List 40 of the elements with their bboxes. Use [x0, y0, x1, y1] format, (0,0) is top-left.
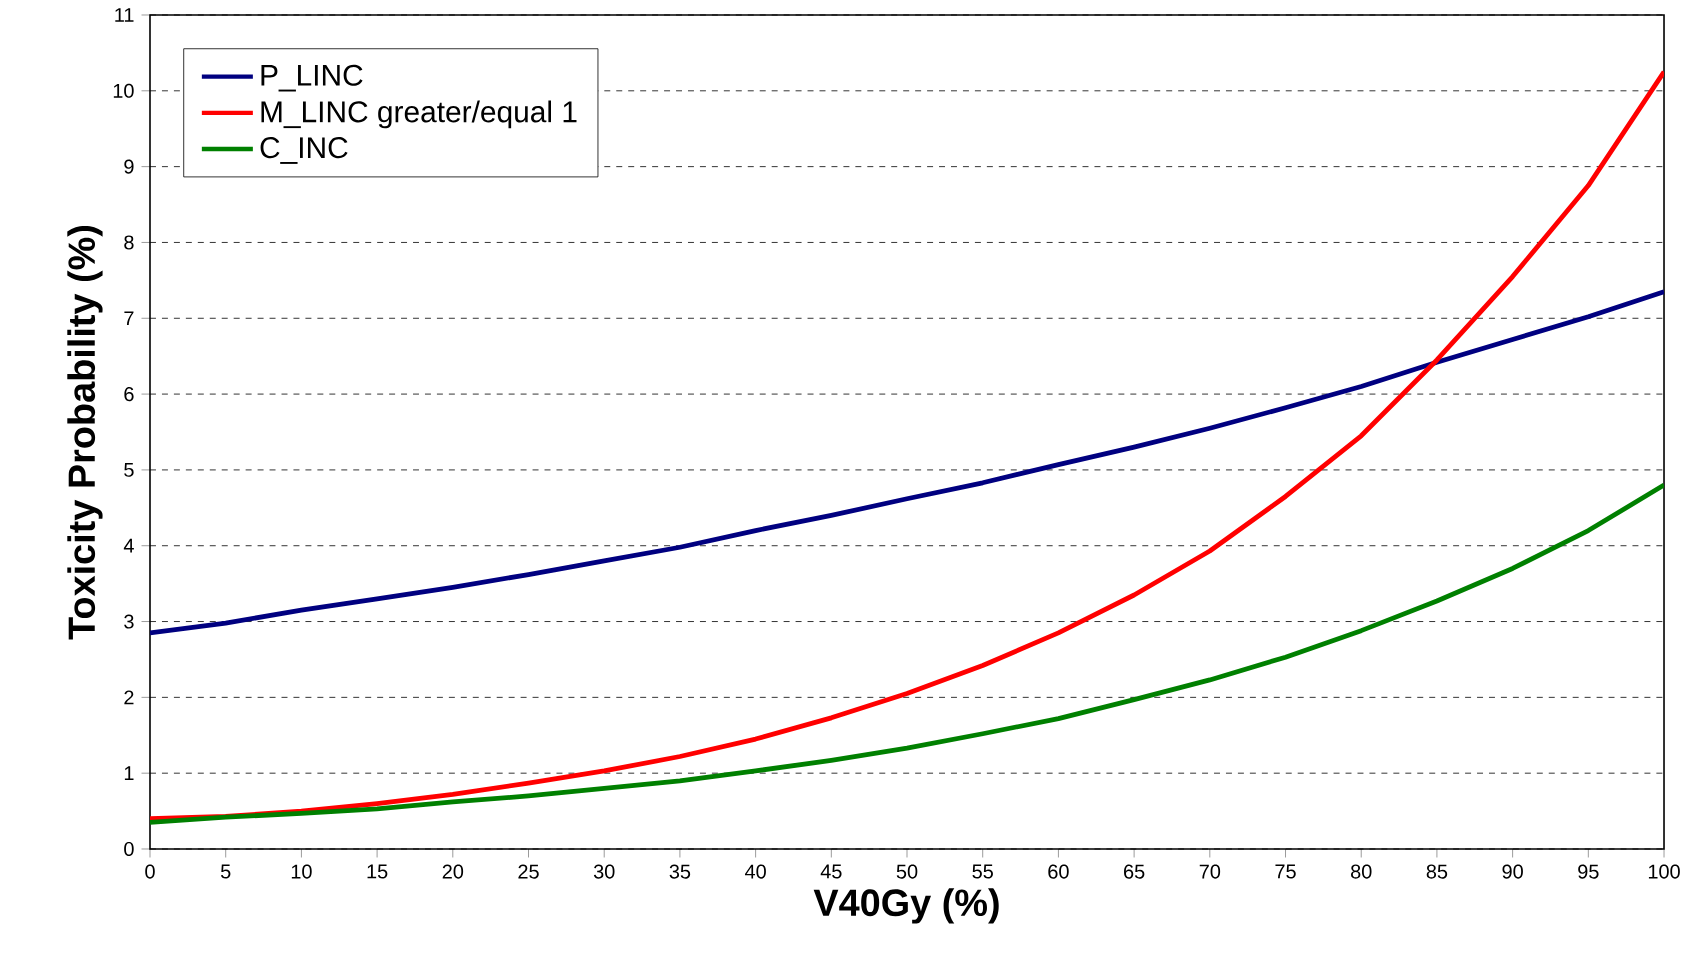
- x-axis-title: V40Gy (%): [813, 888, 999, 924]
- x-tick-label: 100: [1648, 864, 1680, 879]
- line-series: [150, 289, 1665, 636]
- x-tick-label: 85: [1426, 864, 1448, 879]
- x-tick-label: 50: [896, 864, 918, 879]
- legend-label: C_INC: [260, 137, 348, 164]
- y-tick-label: 9: [124, 159, 134, 174]
- x-tick-label: 25: [518, 864, 539, 879]
- legend-label: M_LINC greater/equal 1: [261, 100, 577, 129]
- legend-label: P_LINC: [261, 64, 363, 92]
- y-tick-label: 8: [124, 235, 134, 250]
- x-tick-label: 70: [1199, 864, 1221, 879]
- x-tick-label: 75: [1275, 864, 1296, 879]
- x-tick-label: 15: [367, 864, 388, 879]
- y-tick-label: 3: [124, 614, 134, 629]
- x-tick-label: 40: [745, 864, 766, 879]
- x-tick-label: 35: [669, 864, 691, 879]
- x-tick-label: 5: [220, 864, 231, 879]
- x-tick-label: 65: [1124, 864, 1145, 879]
- y-tick-label: 7: [124, 311, 134, 326]
- x-tick-label: 30: [593, 864, 615, 879]
- y-tick-label: 6: [124, 387, 134, 402]
- y-tick-label: 10: [113, 83, 134, 98]
- x-tick-label: 0: [145, 864, 155, 879]
- y-axis-title: Toxicity Probability (%): [67, 225, 103, 640]
- y-tick-label: 11: [115, 8, 134, 22]
- x-tick-label: 45: [820, 864, 842, 879]
- y-tick-label: 5: [124, 462, 134, 477]
- x-tick-label: 55: [972, 864, 993, 879]
- x-tick-label: 20: [442, 864, 464, 879]
- x-tick-label: 95: [1578, 864, 1599, 879]
- y-tick-label: 1: [124, 766, 134, 781]
- line-series: [150, 482, 1665, 825]
- y-tick-label: 4: [123, 538, 134, 553]
- y-tick-label: 0: [124, 841, 134, 857]
- y-tick-label: 2: [124, 690, 134, 705]
- x-tick-label: 80: [1351, 864, 1372, 879]
- x-tick-label: 10: [291, 864, 312, 879]
- x-tick-label: 60: [1048, 864, 1069, 879]
- x-tick-label: 90: [1502, 864, 1523, 879]
